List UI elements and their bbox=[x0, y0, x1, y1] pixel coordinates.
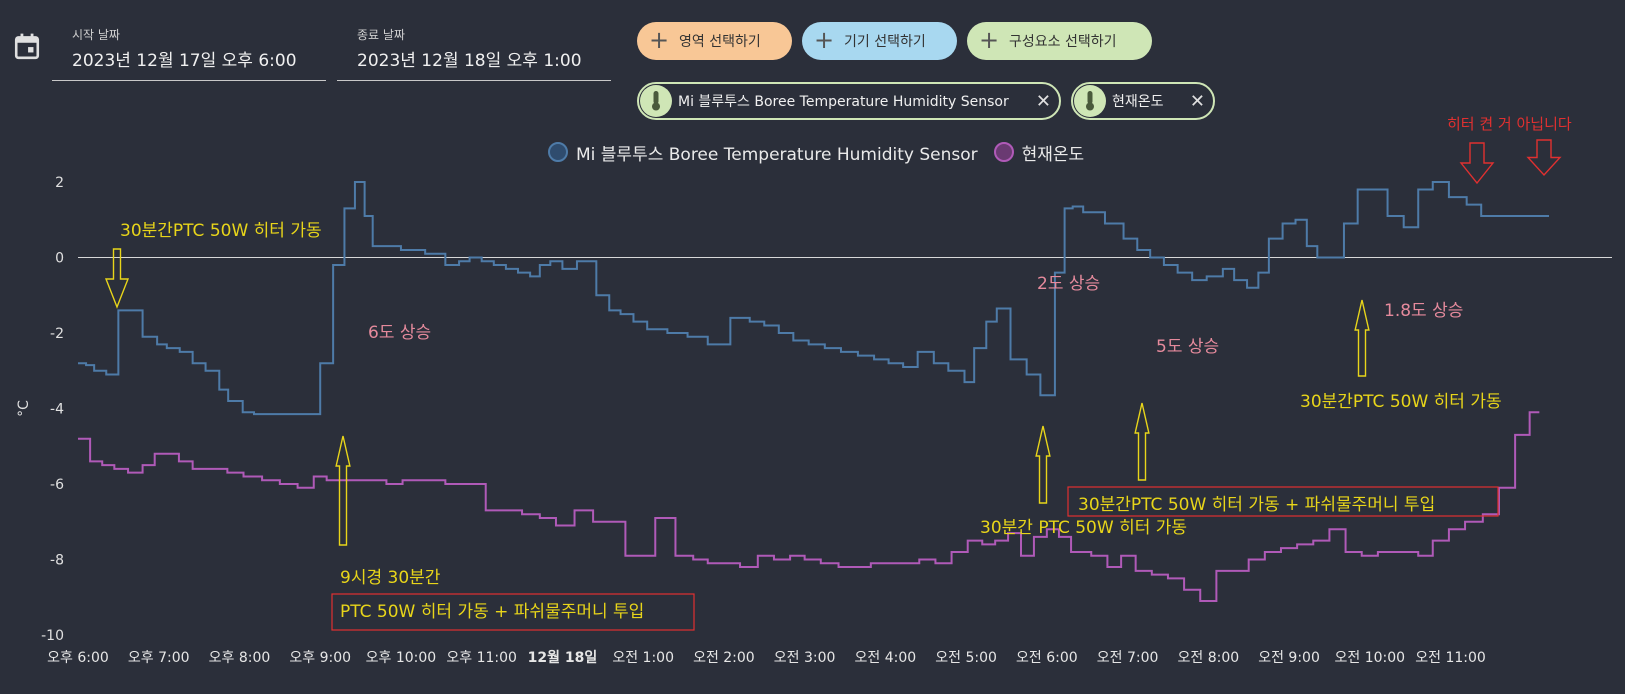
x-tick-label: 오전 5:00 bbox=[935, 650, 997, 666]
x-tick-label: 12월 18일 bbox=[528, 649, 598, 666]
thermometer-icon bbox=[640, 85, 672, 117]
y-tick-label: 2 bbox=[55, 175, 64, 191]
y-tick-label: -4 bbox=[50, 402, 64, 418]
annotation-text: 30분간PTC 50W 히터 가동 + 파쉬물주머니 투입 bbox=[1078, 495, 1435, 515]
x-tick-label: 오전 9:00 bbox=[1258, 650, 1320, 666]
select-component-label: 구성요소 선택하기 bbox=[1009, 34, 1117, 50]
select-device-label: 기기 선택하기 bbox=[844, 34, 926, 50]
annotation-arrow-down-red bbox=[1526, 139, 1562, 177]
annotation-text: 5도 상승 bbox=[1156, 337, 1219, 357]
calendar-icon[interactable] bbox=[14, 32, 40, 60]
annotation-text: 히터 켠 거 아닙니다 bbox=[1447, 115, 1572, 133]
y-axis-label: °C bbox=[16, 400, 32, 417]
entity-chip-sensor[interactable]: Mi 블루투스 Boree Temperature Humidity Senso… bbox=[637, 82, 1061, 120]
annotation-text: 6도 상승 bbox=[368, 323, 431, 343]
entity-chip-current-label: 현재온도 bbox=[1112, 94, 1164, 110]
start-date-label: 시작 날짜 bbox=[72, 28, 120, 42]
select-area-button[interactable]: + 영역 선택하기 bbox=[637, 22, 792, 60]
plus-icon: + bbox=[979, 26, 1000, 54]
plus-icon: + bbox=[814, 26, 835, 54]
x-tick-label: 오전 3:00 bbox=[774, 650, 836, 666]
series-line-1 bbox=[78, 411, 1540, 603]
series-line-0 bbox=[78, 181, 1550, 416]
legend-label-current: 현재온도 bbox=[1021, 144, 1085, 165]
y-tick-label: 0 bbox=[55, 251, 64, 267]
chart-legend: Mi 블루투스 Boree Temperature Humidity Senso… bbox=[548, 138, 1100, 166]
x-tick-label: 오후 6:00 bbox=[47, 650, 109, 666]
close-icon[interactable]: ✕ bbox=[1189, 91, 1205, 112]
x-tick-label: 오후 11:00 bbox=[446, 650, 517, 666]
select-device-button[interactable]: + 기기 선택하기 bbox=[802, 22, 957, 60]
close-icon[interactable]: ✕ bbox=[1035, 91, 1051, 112]
y-tick-label: -10 bbox=[41, 628, 64, 644]
plus-icon: + bbox=[649, 26, 670, 54]
entity-chip-current-temp[interactable]: 현재온도 ✕ bbox=[1071, 82, 1215, 120]
y-tick-label: -6 bbox=[50, 477, 64, 493]
annotation-arrow-up bbox=[1035, 425, 1051, 504]
annotation-text: 30분간 PTC 50W 히터 가동 bbox=[980, 518, 1187, 538]
annotation-text: 30분간PTC 50W 히터 가동 bbox=[120, 221, 322, 241]
x-tick-label: 오후 9:00 bbox=[289, 650, 351, 666]
annotation-text: 30분간PTC 50W 히터 가동 bbox=[1300, 392, 1502, 412]
annotation-arrow-up bbox=[335, 435, 351, 546]
legend-swatch-sensor bbox=[548, 142, 568, 162]
x-tick-label: 오후 7:00 bbox=[128, 650, 190, 666]
select-component-button[interactable]: + 구성요소 선택하기 bbox=[967, 22, 1152, 60]
y-tick-label: -8 bbox=[50, 553, 64, 569]
x-tick-label: 오전 4:00 bbox=[855, 650, 917, 666]
x-tick-label: 오전 6:00 bbox=[1016, 650, 1078, 666]
annotation-box bbox=[1067, 486, 1499, 517]
thermometer-icon bbox=[1074, 85, 1106, 117]
x-tick-label: 오후 10:00 bbox=[366, 650, 437, 666]
annotation-text: 2도 상승 bbox=[1037, 274, 1100, 294]
annotation-text: 9시경 30분간 bbox=[340, 568, 441, 588]
y-tick-label: -2 bbox=[50, 326, 64, 342]
legend-label-sensor: Mi 블루투스 Boree Temperature Humidity Senso… bbox=[576, 144, 978, 165]
select-area-label: 영역 선택하기 bbox=[679, 34, 761, 50]
entity-chip-sensor-label: Mi 블루투스 Boree Temperature Humidity Senso… bbox=[678, 94, 1009, 110]
annotation-box bbox=[331, 593, 695, 631]
x-tick-label: 오전 7:00 bbox=[1097, 650, 1159, 666]
x-tick-label: 오전 10:00 bbox=[1335, 650, 1406, 666]
annotation-arrow-down bbox=[104, 248, 130, 309]
annotation-arrow-down-red bbox=[1459, 142, 1495, 185]
legend-item-sensor[interactable]: Mi 블루투스 Boree Temperature Humidity Senso… bbox=[548, 140, 978, 165]
legend-item-current[interactable]: 현재온도 bbox=[993, 140, 1085, 165]
annotation-arrow-up bbox=[1134, 402, 1150, 481]
x-tick-label: 오전 2:00 bbox=[693, 650, 755, 666]
x-tick-label: 오전 8:00 bbox=[1177, 650, 1239, 666]
x-tick-label: 오후 8:00 bbox=[209, 650, 271, 666]
annotation-arrow-up bbox=[1354, 299, 1370, 377]
annotation-text: 1.8도 상승 bbox=[1384, 301, 1463, 321]
annotation-text: PTC 50W 히터 가동 + 파쉬물주머니 투입 bbox=[340, 602, 644, 622]
x-tick-label: 오전 11:00 bbox=[1415, 650, 1486, 666]
end-date-field[interactable]: 종료 날짜 2023년 12월 18일 오후 1:00 bbox=[337, 22, 611, 81]
header: 시작 날짜 2023년 12월 17일 오후 6:00 종료 날짜 2023년 … bbox=[0, 0, 1625, 140]
legend-swatch-current bbox=[993, 142, 1014, 162]
start-date-value: 2023년 12월 17일 오후 6:00 bbox=[72, 51, 297, 71]
end-date-value: 2023년 12월 18일 오후 1:00 bbox=[357, 51, 582, 71]
start-date-field[interactable]: 시작 날짜 2023년 12월 17일 오후 6:00 bbox=[52, 22, 326, 81]
end-date-label: 종료 날짜 bbox=[357, 28, 405, 42]
x-tick-label: 오전 1:00 bbox=[612, 650, 674, 666]
